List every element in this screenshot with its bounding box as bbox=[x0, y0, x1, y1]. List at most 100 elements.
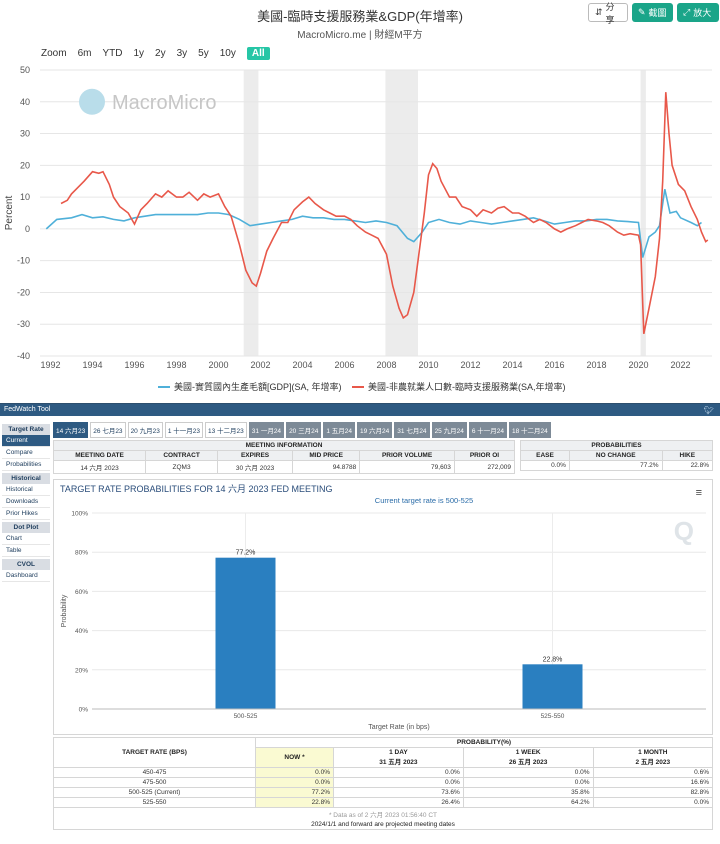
meeting-info-table: MEETING INFORMATION MEETING DATE CONTRAC… bbox=[52, 440, 516, 474]
meeting-info-header: PRIOR VOLUME bbox=[359, 450, 455, 461]
column-label: 1 MONTH bbox=[638, 749, 668, 756]
tab-meeting-3[interactable]: 1 十一月23 bbox=[164, 422, 203, 438]
tab-meeting-8[interactable]: 19 六月24 bbox=[357, 422, 393, 438]
x-tick-label: 2022 bbox=[670, 360, 690, 370]
meeting-info-header: PRIOR OI bbox=[453, 450, 516, 461]
y-tick-label: 100% bbox=[71, 511, 88, 518]
tab-meeting-5[interactable]: 31 一月24 bbox=[248, 422, 285, 438]
tab-meeting-7[interactable]: 1 五月24 bbox=[323, 422, 355, 438]
y-tick-label: 10 bbox=[20, 192, 30, 202]
x-tick-label: 2016 bbox=[544, 360, 564, 370]
sidebar-item-compare[interactable]: Compare bbox=[2, 447, 50, 459]
meeting-date-value: 14 六月 2023 bbox=[52, 460, 147, 474]
projected-dates-note: 2024/1/1 and forward are projected meeti… bbox=[53, 820, 713, 830]
fedwatch-panel: FedWatch Tool 🐦︎ Target Rate Current Compa… bbox=[0, 403, 720, 844]
probability-rows: 450-475 0.0% 0.0% 0.0% 0.6% 475-500 0.0% 0.0% 0.… bbox=[53, 767, 714, 808]
probability-bar[interactable] bbox=[215, 557, 276, 709]
chart-title: 美國-臨時支援服務業&GDP(年增率) bbox=[257, 9, 463, 24]
tab-meeting-6[interactable]: 20 三月24 bbox=[286, 422, 322, 438]
probability-column-header: 1 DAY 31 五月 2023 bbox=[333, 747, 464, 768]
target-rate-cell: 450-475 bbox=[53, 767, 256, 778]
sidebar-item-historical[interactable]: Historical bbox=[2, 484, 50, 496]
probability-cell: 0.0% bbox=[333, 777, 464, 788]
tab-meeting-1[interactable]: 26 七月23 bbox=[90, 422, 126, 438]
fedwatch-header: FedWatch Tool 🐦︎ bbox=[0, 404, 720, 416]
probability-cell: 16.6% bbox=[592, 777, 714, 788]
tab-meeting-10[interactable]: 25 九月24 bbox=[431, 422, 467, 438]
probabilities-summary-table: PROBABILITIES EASE NO CHANGE HIKE 0.0% 7… bbox=[520, 440, 714, 471]
x-tick-label: 2014 bbox=[502, 360, 522, 370]
column-date: 26 五月 2023 bbox=[509, 759, 548, 766]
hamburger-menu-icon[interactable]: ≡ bbox=[696, 487, 702, 499]
y-tick-label: 60% bbox=[75, 589, 88, 596]
column-date: 2 五月 2023 bbox=[635, 759, 671, 766]
legend-entry[interactable]: 美國-實質國內生產毛額[GDP](SA, 年增率) bbox=[174, 381, 342, 392]
x-tick-label: 1992 bbox=[40, 360, 60, 370]
column-label: 1 WEEK bbox=[515, 749, 541, 756]
screenshot-button[interactable]: ✎ 截圖 bbox=[632, 3, 673, 22]
sidebar-item-chart[interactable]: Chart bbox=[2, 533, 50, 545]
hike-value: 22.8% bbox=[661, 460, 714, 471]
fedwatch-sidebar: Target Rate Current Compare Probabilities Hi… bbox=[2, 422, 50, 582]
sidebar-item-probabilities[interactable]: Probabilities bbox=[2, 459, 50, 471]
tab-meeting-9[interactable]: 31 七月24 bbox=[394, 422, 430, 438]
sidebar-item-table[interactable]: Table bbox=[2, 545, 50, 557]
sidebar-section-header: CVOL bbox=[2, 559, 50, 570]
sidebar-item-prior-hikes[interactable]: Prior Hikes bbox=[2, 508, 50, 520]
x-tick-label: 525-550 bbox=[541, 713, 565, 720]
zoom-6m-button[interactable]: 6m bbox=[77, 48, 92, 59]
share-button[interactable]: ⇵ 分享 bbox=[588, 2, 628, 25]
y-axis-label: Percent bbox=[4, 196, 15, 231]
chart-subtitle: MacroMicro.me | 財經M平方 bbox=[297, 30, 423, 41]
probability-cell: 0.0% bbox=[462, 767, 594, 778]
zoom-5y-button[interactable]: 5y bbox=[198, 48, 209, 59]
enlarge-label: 放大 bbox=[693, 8, 712, 18]
probability-column-header: 1 WEEK 26 五月 2023 bbox=[462, 747, 594, 768]
probabilities-title: PROBABILITIES bbox=[520, 440, 713, 451]
zoom-all-button[interactable]: All bbox=[246, 47, 270, 60]
sidebar-section-header: Target Rate bbox=[2, 424, 50, 435]
x-tick-label: 2004 bbox=[292, 360, 312, 370]
data-timestamp-note: * Data as of 2 六月 2023 01:56:40 CT bbox=[53, 807, 713, 820]
tab-meeting-11[interactable]: 6 十一月24 bbox=[468, 422, 507, 438]
sidebar-item-dashboard[interactable]: Dashboard bbox=[2, 570, 50, 582]
ease-value: 0.0% bbox=[520, 460, 570, 471]
x-tick-label: 2010 bbox=[418, 360, 438, 370]
target-rate-cell: 475-500 bbox=[53, 777, 256, 788]
tab-meeting-2[interactable]: 20 九月23 bbox=[127, 422, 163, 438]
x-tick-label: 2006 bbox=[334, 360, 354, 370]
fedwatch-title: FedWatch Tool bbox=[4, 406, 51, 413]
prior-oi-value: 272,009 bbox=[453, 460, 516, 474]
zoom-10y-button[interactable]: 10y bbox=[219, 48, 236, 59]
legend-entry[interactable]: 美國-非農就業人口數-臨時支援服務業(SA,年增率) bbox=[368, 381, 566, 392]
target-rate-cell: 500-525 (Current) bbox=[53, 787, 256, 798]
tab-meeting-4[interactable]: 13 十二月23 bbox=[205, 422, 247, 438]
y-tick-label: -40 bbox=[17, 351, 30, 361]
series-line-1 bbox=[60, 92, 709, 334]
x-tick-label: 500-525 bbox=[234, 713, 258, 720]
tab-meeting-12[interactable]: 18 十二月24 bbox=[509, 422, 551, 438]
probability-bar[interactable] bbox=[522, 664, 583, 709]
zoom-1y-button[interactable]: 1y bbox=[133, 48, 145, 59]
bar-data-label: 77.2% bbox=[236, 550, 256, 557]
table-row: 525-550 22.8% 26.4% 64.2% 0.0% bbox=[53, 797, 714, 808]
prob-header: EASE bbox=[520, 450, 570, 461]
contract-value: ZQM3 bbox=[145, 460, 219, 474]
twitter-icon[interactable]: 🐦︎ bbox=[703, 406, 714, 415]
zoom-2y-button[interactable]: 2y bbox=[155, 48, 166, 59]
target-rate-cell: 525-550 bbox=[53, 797, 256, 808]
enlarge-button[interactable]: ⤢ 放大 bbox=[677, 3, 719, 22]
line-chart: -40 -30 -20 -10 0 10 20 30 40 50 1992 1994 1996 1998 2… bbox=[4, 65, 712, 392]
mid-price-value: 94.8788 bbox=[292, 460, 361, 474]
y-tick-label: -30 bbox=[17, 319, 30, 329]
table-row: 500-525 (Current) 77.2% 73.6% 35.8% 82.8% bbox=[53, 787, 714, 798]
tab-meeting-0[interactable]: 14 六月23 bbox=[53, 422, 89, 438]
sidebar-section-header: Historical bbox=[2, 473, 50, 484]
zoom-3y-button[interactable]: 3y bbox=[176, 48, 188, 59]
zoom-ytd-button[interactable]: YTD bbox=[102, 48, 123, 59]
sidebar-item-downloads[interactable]: Downloads bbox=[2, 496, 50, 508]
sidebar-section-header: Dot Plot bbox=[2, 522, 50, 533]
sidebar-item-current[interactable]: Current bbox=[2, 435, 50, 447]
probability-column-headers: NOW * 1 DAY 31 五月 2023 1 WEEK 26 五月 2023 1 MO… bbox=[54, 747, 714, 768]
recession-band bbox=[243, 70, 259, 356]
